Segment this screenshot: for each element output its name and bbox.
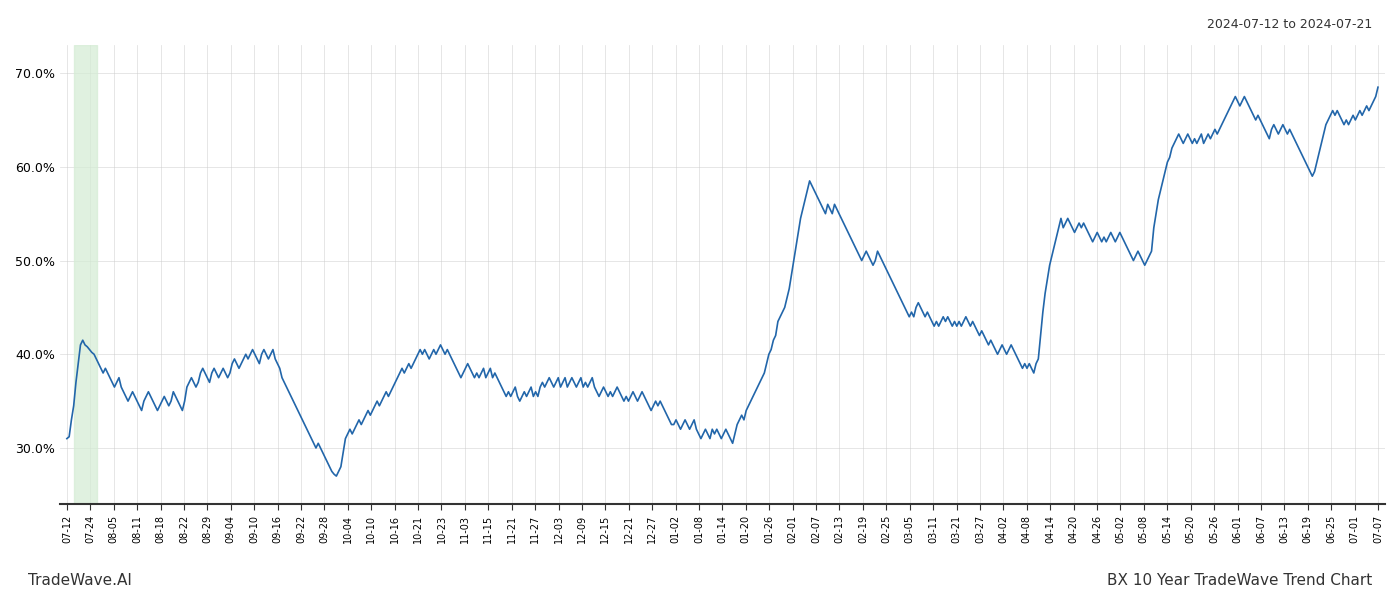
Text: 2024-07-12 to 2024-07-21: 2024-07-12 to 2024-07-21 [1207, 18, 1372, 31]
Text: TradeWave.AI: TradeWave.AI [28, 573, 132, 588]
Bar [74, 45, 98, 504]
Text: BX 10 Year TradeWave Trend Chart: BX 10 Year TradeWave Trend Chart [1107, 573, 1372, 588]
